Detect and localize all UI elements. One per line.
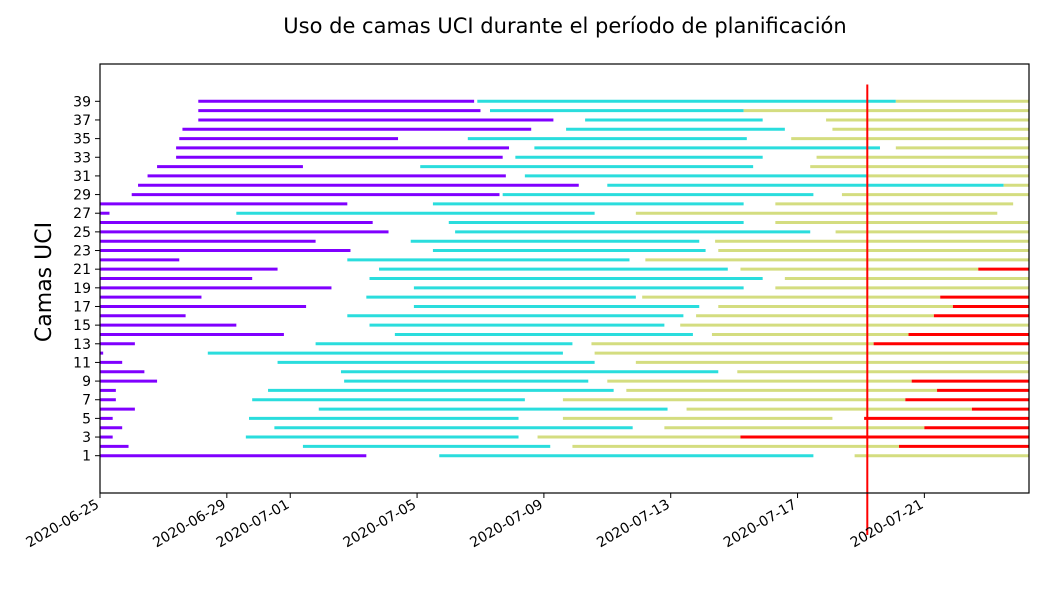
y-tick-label: 37 xyxy=(73,113,91,129)
y-tick-label: 23 xyxy=(73,244,91,260)
y-tick-label: 15 xyxy=(73,318,91,334)
y-tick-label: 7 xyxy=(82,393,91,409)
y-tick-label: 11 xyxy=(73,355,91,371)
y-tick-label: 19 xyxy=(73,281,91,297)
y-tick-label: 9 xyxy=(82,374,91,390)
y-tick-label: 25 xyxy=(73,225,91,241)
y-tick-label: 27 xyxy=(73,206,91,222)
y-tick-label: 3 xyxy=(82,430,91,446)
chart-title: Uso de camas UCI durante el período de p… xyxy=(283,14,846,38)
plot-frame xyxy=(99,63,1030,494)
y-axis-label: Camas UCI xyxy=(32,222,57,342)
y-tick-label: 35 xyxy=(73,132,91,148)
y-tick-label: 5 xyxy=(82,411,91,427)
y-tick-label: 1 xyxy=(82,449,91,465)
plot-area xyxy=(100,84,1029,535)
y-tick-label: 21 xyxy=(73,262,91,278)
y-tick-label: 39 xyxy=(73,94,91,110)
y-tick-label: 33 xyxy=(73,150,91,166)
y-tick-label: 13 xyxy=(73,337,91,353)
y-tick-label: 29 xyxy=(73,188,91,204)
y-tick-label: 31 xyxy=(73,169,91,185)
y-tick-label: 17 xyxy=(73,299,91,315)
